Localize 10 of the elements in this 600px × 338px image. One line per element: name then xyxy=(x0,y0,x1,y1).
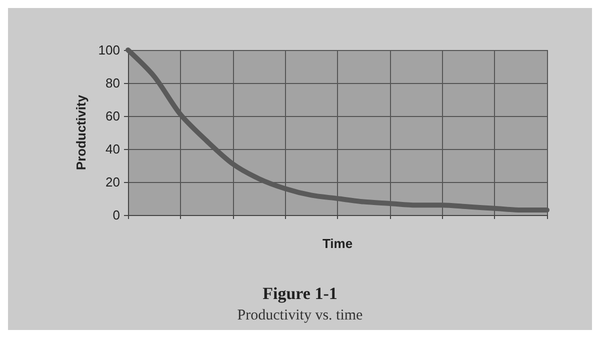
y-tick-label: 40 xyxy=(106,142,120,156)
y-tick-label: 60 xyxy=(106,108,120,124)
y-axis-title: Productivity xyxy=(73,94,88,170)
text: Figure 1-1 xyxy=(262,284,338,303)
y-tick-label: 80 xyxy=(106,76,120,90)
y-tick-label: 100 xyxy=(98,42,120,58)
y-tick-label: 20 xyxy=(106,174,120,190)
y-tick-label: 0 xyxy=(112,208,120,222)
x-axis-title: Time xyxy=(322,236,353,251)
text: Productivity vs. time xyxy=(237,308,364,324)
